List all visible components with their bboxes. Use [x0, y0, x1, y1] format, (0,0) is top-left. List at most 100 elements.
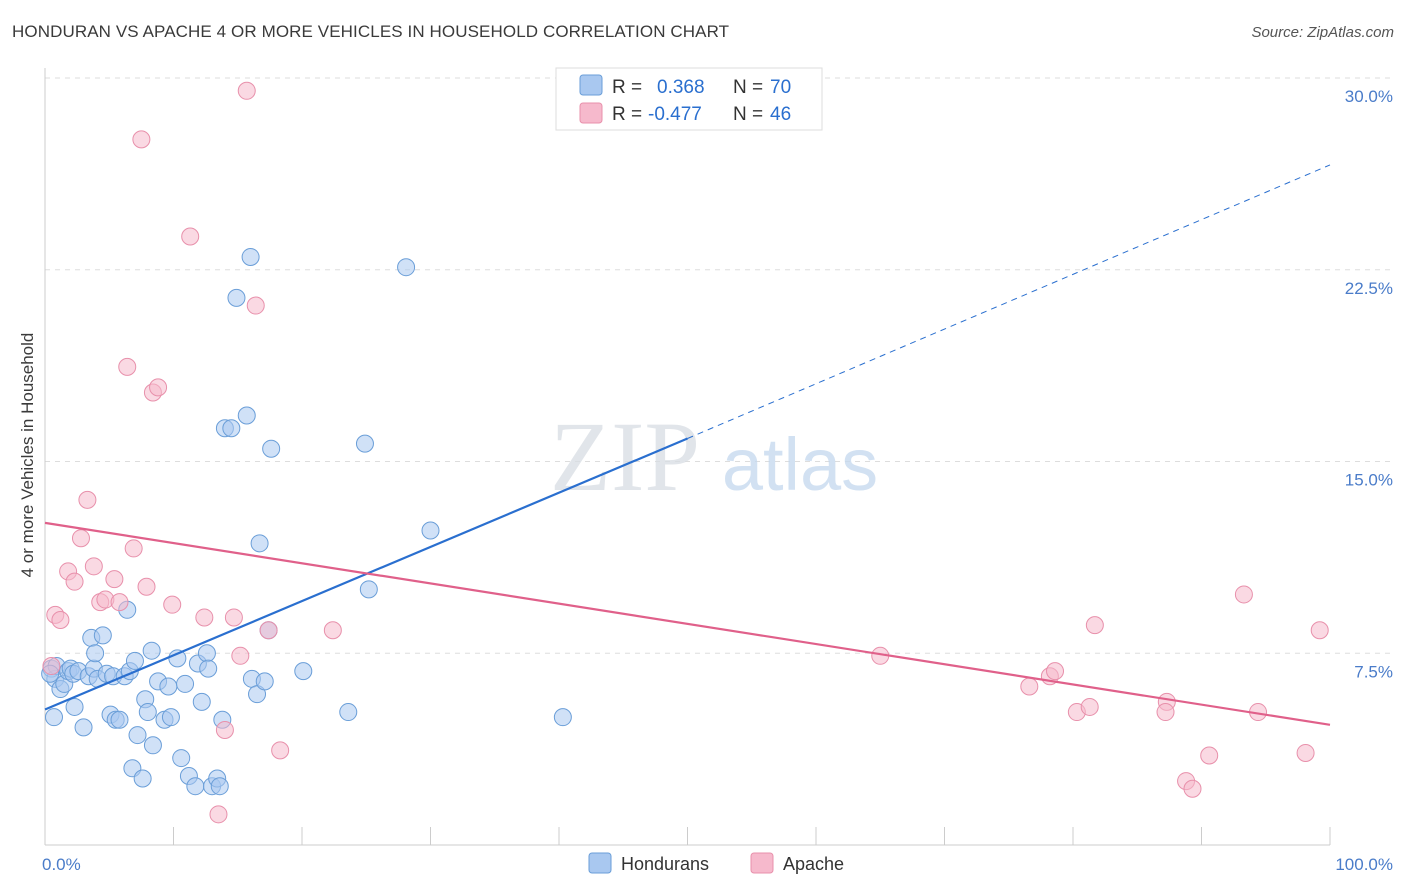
apache-point — [1234, 585, 1253, 604]
honduran-point — [250, 534, 269, 553]
honduran-point — [93, 626, 112, 645]
source-credit: Source: ZipAtlas.com — [1251, 24, 1394, 41]
legend-n-label: N = — [733, 77, 763, 98]
honduran-point — [159, 677, 178, 696]
grid-lines — [45, 77, 1395, 654]
apache-point — [237, 81, 256, 100]
apache-point — [1020, 677, 1039, 696]
honduran-point — [294, 662, 313, 681]
legend-r-value: -0.477 — [648, 104, 702, 125]
series-legend: Hondurans Apache — [588, 852, 844, 874]
legend-r-label: R = — [612, 77, 642, 98]
apache-point — [1296, 743, 1315, 762]
apache-point — [132, 130, 151, 149]
apache-trend-line — [44, 521, 1331, 726]
apache-point — [124, 539, 143, 558]
apache-point — [84, 557, 103, 576]
honduran-point — [227, 288, 246, 307]
correlation-legend: R = 0.368 N = 70 R = -0.477 N = 46 — [555, 67, 823, 131]
apache-point — [51, 611, 70, 630]
honduran-point — [44, 708, 63, 727]
apache-point — [259, 621, 278, 640]
apache-point — [42, 657, 61, 676]
apache-point — [271, 741, 290, 760]
watermark: ZIP atlas — [550, 401, 878, 512]
apache-point — [1080, 697, 1099, 716]
y-tick-label: 7.5% — [1354, 662, 1393, 681]
apache-point — [118, 357, 137, 376]
y-tick-label: 30.0% — [1345, 87, 1393, 106]
apache-point — [195, 608, 214, 627]
honduran-point — [355, 434, 374, 453]
watermark-zip: ZIP — [550, 401, 700, 512]
series-label-apache: Apache — [783, 854, 844, 874]
honduran-point — [142, 641, 161, 660]
honduran-point — [186, 777, 205, 796]
honduran-point — [110, 710, 129, 729]
apache-point — [149, 378, 168, 397]
series-swatch-apache — [750, 852, 774, 874]
honduran-point — [199, 659, 218, 678]
honduran-point — [397, 258, 416, 277]
apache-point — [1156, 703, 1175, 722]
apache-point — [78, 490, 97, 509]
series-label-hondurans: Hondurans — [621, 854, 709, 874]
watermark-atlas: atlas — [722, 423, 878, 506]
apache-point — [231, 646, 250, 665]
honduran-point — [128, 726, 147, 745]
legend-r-label: R = — [612, 104, 642, 125]
honduran-point — [172, 749, 191, 768]
legend-swatch-apache — [579, 102, 603, 124]
apache-point — [137, 577, 156, 596]
y-tick-labels: 7.5% 15.0% 22.5% 30.0% — [1345, 87, 1393, 681]
honduran-point — [125, 651, 144, 670]
apache-point — [105, 570, 124, 589]
data-points — [41, 81, 1329, 824]
trend-lines — [44, 164, 1331, 726]
honduran-point — [339, 703, 358, 722]
y-tick-label: 15.0% — [1345, 471, 1393, 490]
y-tick-label: 22.5% — [1345, 279, 1393, 298]
apache-point — [246, 296, 265, 315]
apache-point — [163, 595, 182, 614]
x-tick-labels: 0.0% 100.0% — [42, 855, 1393, 874]
series-swatch-hondurans — [588, 852, 612, 874]
honduran-point — [161, 708, 180, 727]
honduran-point — [359, 580, 378, 599]
honduran-point — [133, 769, 152, 788]
apache-point — [323, 621, 342, 640]
apache-point — [181, 227, 200, 246]
chart-title: HONDURAN VS APACHE 4 OR MORE VEHICLES IN… — [12, 22, 730, 41]
apache-point — [1310, 621, 1329, 640]
honduran-point — [65, 697, 84, 716]
honduran-point — [222, 419, 241, 438]
honduran-trend-extension — [687, 164, 1331, 439]
honduran-point — [210, 777, 229, 796]
honduran-point — [138, 703, 157, 722]
apache-point — [1183, 779, 1202, 798]
legend-n-value: 46 — [770, 104, 791, 125]
honduran-point — [86, 644, 105, 663]
honduran-point — [237, 406, 256, 425]
apache-point — [224, 608, 243, 627]
legend-n-label: N = — [733, 104, 763, 125]
honduran-point — [74, 718, 93, 737]
y-axis-label: 4 or more Vehicles in Household — [18, 333, 37, 578]
apache-point — [1046, 662, 1065, 681]
apache-point — [215, 720, 234, 739]
honduran-point — [197, 644, 216, 663]
axes — [44, 68, 1331, 846]
x-tick-label: 100.0% — [1335, 855, 1393, 874]
x-tick-label: 0.0% — [42, 855, 81, 874]
legend-n-value: 70 — [770, 77, 791, 98]
apache-point — [71, 529, 90, 548]
honduran-point — [168, 649, 187, 668]
honduran-point — [553, 708, 572, 727]
honduran-point — [143, 736, 162, 755]
apache-point — [110, 593, 129, 612]
honduran-point — [255, 672, 274, 691]
honduran-point — [421, 521, 440, 540]
apache-point — [65, 572, 84, 591]
apache-point — [209, 805, 228, 824]
